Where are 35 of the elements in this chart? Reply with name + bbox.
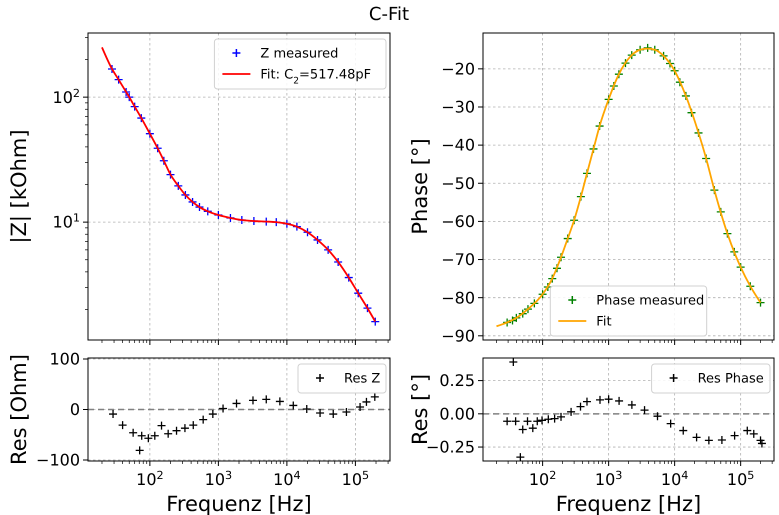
x-tick-label: 10$^{5}$ bbox=[342, 468, 370, 489]
y-tick-label: −100 bbox=[36, 450, 80, 470]
legend-label: Z measured bbox=[260, 46, 338, 62]
y-tick-label: 100 bbox=[49, 350, 80, 369]
x-tick-label: 10$^{2}$ bbox=[528, 468, 556, 489]
x-tick-label: 10$^{5}$ bbox=[726, 468, 754, 489]
y-axis-title: |Z| [kOhm] bbox=[7, 129, 31, 244]
y-tick-label: 10$^{2}$ bbox=[52, 86, 80, 107]
y-tick-label: −30 bbox=[441, 98, 475, 117]
legend-label: Res Phase bbox=[698, 372, 764, 387]
y-tick-label: −60 bbox=[441, 212, 475, 231]
y-tick-label: −50 bbox=[441, 174, 475, 193]
y-tick-label: −20 bbox=[441, 59, 475, 78]
legend-label: Phase measured bbox=[596, 294, 704, 309]
legend-label: Fit: C$_{2}$=517.48pF bbox=[260, 68, 372, 87]
y-tick-label: −80 bbox=[441, 288, 475, 308]
y-tick-label: 10$^{1}$ bbox=[52, 211, 80, 232]
x-axis-title: Frequenz [Hz] bbox=[556, 492, 702, 515]
x-tick-label: 10$^{4}$ bbox=[273, 468, 301, 489]
y-axis-title: Res [Ohm] bbox=[7, 354, 31, 465]
y-tick-label: −90 bbox=[441, 326, 475, 346]
y-tick-label: 0.00 bbox=[439, 404, 475, 424]
legend-label: Fit bbox=[596, 314, 612, 330]
legend-label: Res Z bbox=[344, 372, 380, 387]
y-tick-label: 0 bbox=[70, 400, 80, 420]
y-tick-label: −40 bbox=[441, 136, 475, 155]
x-axis-title: Frequenz [Hz] bbox=[166, 492, 312, 515]
x-tick-label: 10$^{3}$ bbox=[594, 468, 622, 489]
y-tick-label: 0.25 bbox=[439, 371, 475, 390]
y-tick-label: −70 bbox=[441, 250, 475, 270]
x-tick-label: 10$^{4}$ bbox=[660, 468, 688, 489]
chart-title: C-Fit bbox=[368, 4, 410, 25]
x-tick-label: 10$^{2}$ bbox=[136, 468, 164, 489]
y-axis-title: Phase [°] bbox=[408, 138, 432, 235]
x-tick-label: 10$^{3}$ bbox=[204, 468, 232, 489]
